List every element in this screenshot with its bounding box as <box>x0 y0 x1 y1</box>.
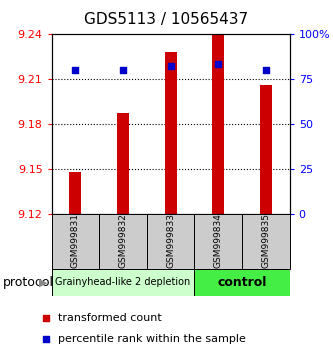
Text: GDS5113 / 10565437: GDS5113 / 10565437 <box>85 12 248 27</box>
Text: GSM999831: GSM999831 <box>71 213 80 268</box>
Text: GSM999834: GSM999834 <box>214 213 223 268</box>
Point <box>168 63 173 69</box>
Text: Grainyhead-like 2 depletion: Grainyhead-like 2 depletion <box>55 277 191 287</box>
Bar <box>52 214 99 269</box>
Text: control: control <box>217 276 267 289</box>
Bar <box>194 269 290 296</box>
Point <box>73 67 78 73</box>
Bar <box>147 214 194 269</box>
Point <box>43 336 49 342</box>
Point <box>216 62 221 67</box>
Bar <box>52 269 194 296</box>
Bar <box>194 214 242 269</box>
Text: ▶: ▶ <box>39 277 48 287</box>
Text: transformed count: transformed count <box>58 313 162 323</box>
Bar <box>260 85 272 214</box>
Text: GSM999835: GSM999835 <box>261 213 270 268</box>
Point <box>43 315 49 321</box>
Bar <box>70 172 81 214</box>
Point <box>121 67 126 73</box>
Bar <box>212 34 224 214</box>
Point <box>263 67 268 73</box>
Bar <box>99 214 147 269</box>
Bar <box>165 52 176 214</box>
Text: percentile rank within the sample: percentile rank within the sample <box>58 334 246 344</box>
Text: GSM999833: GSM999833 <box>166 213 175 268</box>
Bar <box>117 113 129 214</box>
Text: GSM999832: GSM999832 <box>119 213 128 268</box>
Bar <box>242 214 290 269</box>
Text: protocol: protocol <box>3 276 54 289</box>
